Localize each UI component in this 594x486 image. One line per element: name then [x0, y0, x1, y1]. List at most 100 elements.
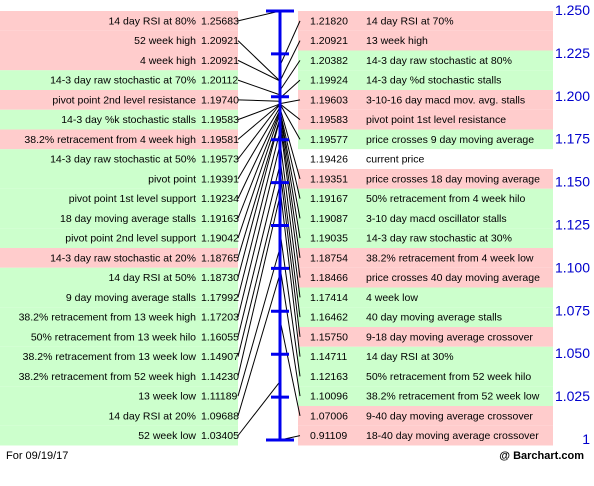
left-row-band	[0, 327, 238, 347]
left-connector	[237, 184, 281, 357]
right-row-value: 1.19577	[310, 134, 348, 146]
left-row-label: 9 day moving average stalls	[66, 292, 196, 304]
right-row-label: price crosses 40 day moving average	[366, 272, 540, 284]
axis-tick-labels: 1.250 1.225 1.200 1.175 1.150 1.125 1.100 1.075…	[555, 2, 590, 447]
right-row-band	[298, 307, 553, 327]
left-row-label: 14-3 day raw stochastic at 70%	[50, 75, 196, 87]
left-connector	[237, 144, 281, 318]
right-row-band	[298, 188, 553, 209]
left-row-label: 38.2% retracement from 13 week high	[19, 312, 197, 324]
right-connector	[279, 79, 301, 99]
right-row-band	[298, 70, 553, 90]
left-row-band	[0, 169, 238, 189]
right-connector	[279, 103, 301, 140]
left-connector	[237, 381, 281, 436]
right-row-band	[298, 90, 553, 110]
right-row-label: 14-3 day raw stochastic at 30%	[366, 233, 512, 245]
right-connector	[279, 157, 301, 318]
right-row-band	[298, 228, 553, 248]
left-row-band	[0, 386, 238, 406]
left-row-band	[0, 307, 238, 327]
right-row-band	[298, 366, 553, 387]
left-row-label: pivot point	[148, 173, 196, 185]
left-row-band	[0, 70, 238, 90]
left-row-label: 4 week high	[140, 55, 196, 67]
footer-date: For 09/19/17	[6, 450, 68, 462]
left-row-band	[0, 346, 238, 367]
connector-lines	[237, 10, 301, 441]
right-row-value: 1.12163	[310, 371, 348, 383]
left-connector	[237, 113, 281, 239]
left-row-label: 18 day moving average stalls	[60, 213, 196, 225]
left-row-label: 13 week low	[138, 391, 196, 403]
left-connector	[237, 273, 281, 417]
right-row-value: 1.19351	[310, 173, 348, 185]
right-row-label: 13 week high	[366, 35, 428, 47]
right-row-value: 0.91109	[310, 430, 347, 442]
right-connector	[279, 40, 301, 82]
right-connector	[279, 20, 301, 66]
left-connector	[237, 103, 281, 140]
left-row-value: 1.19740	[201, 94, 239, 106]
left-row-band	[0, 208, 238, 229]
right-connector	[279, 110, 301, 199]
left-connector	[237, 110, 281, 219]
left-row-label: 38.2% retracement from 52 week high	[19, 371, 197, 383]
left-row-value: 1.03405	[201, 430, 239, 442]
left-connector	[237, 59, 281, 82]
axis-tick-label: 1.075	[555, 302, 590, 318]
left-row-band	[0, 149, 238, 169]
right-row-label: 50% retracement from 52 week hilo	[366, 371, 531, 383]
right-row-value: 1.15750	[310, 331, 348, 343]
left-row-band	[0, 109, 238, 130]
right-row-value: 1.14711	[310, 351, 347, 363]
left-row-label: 38.2% retracement from 13 week low	[23, 351, 197, 363]
left-row-value: 1.19163	[201, 213, 239, 225]
left-row-band	[0, 406, 238, 426]
right-connector	[279, 123, 301, 278]
right-connector	[279, 99, 301, 105]
left-row-value: 1.17203	[201, 312, 239, 324]
right-connector	[279, 187, 301, 357]
axis-tick-label: 1.250	[555, 2, 590, 18]
left-row-band	[0, 366, 238, 387]
right-row-value: 1.07006	[310, 410, 348, 422]
left-row-value: 1.20112	[201, 75, 238, 87]
right-row-band	[298, 287, 553, 308]
left-row-band	[0, 90, 238, 110]
right-row-band	[298, 386, 553, 406]
axis-tick-label: 1.200	[555, 88, 590, 104]
right-row-label: 14 day RSI at 70%	[366, 15, 454, 27]
footer-brand: @ Barchart.com	[499, 450, 584, 462]
left-connector	[237, 131, 281, 298]
left-row-label: 52 week high	[134, 35, 196, 47]
right-connector	[279, 112, 301, 219]
right-row-label: 14-3 day raw stochastic at 80%	[366, 55, 512, 67]
left-row-label: 14 day RSI at 20%	[108, 410, 196, 422]
right-row-band	[298, 346, 553, 367]
left-row-value: 1.09688	[201, 410, 239, 422]
left-row-label: 38.2% retracement from 4 week high	[24, 134, 196, 146]
left-row-value: 1.19573	[201, 154, 239, 166]
right-row-band	[298, 248, 553, 268]
right-row-band	[298, 169, 553, 189]
axis-tick-label: 1.150	[555, 174, 590, 190]
right-row-value: 1.19583	[310, 114, 348, 126]
right-connector	[279, 60, 301, 91]
right-connector	[279, 103, 301, 121]
right-row-value: 1.10096	[310, 391, 348, 403]
left-row-label: pivot point 2nd level resistance	[52, 94, 196, 106]
left-row-value: 1.19234	[201, 193, 239, 205]
right-row-band	[298, 129, 553, 150]
left-row-label: pivot point 1st level support	[69, 193, 196, 205]
right-row-label: 14 day RSI at 30%	[366, 351, 454, 363]
left-row-label: pivot point 2nd level support	[65, 233, 196, 245]
left-row-label: 14 day RSI at 50%	[108, 272, 196, 284]
left-row-label: 14-3 day %k stochastic stalls	[61, 114, 196, 126]
left-row-value: 1.20921	[201, 55, 239, 67]
left-row-value: 1.18765	[201, 252, 239, 264]
left-connector	[237, 164, 281, 337]
axis-tick-label: 1.175	[555, 131, 590, 147]
